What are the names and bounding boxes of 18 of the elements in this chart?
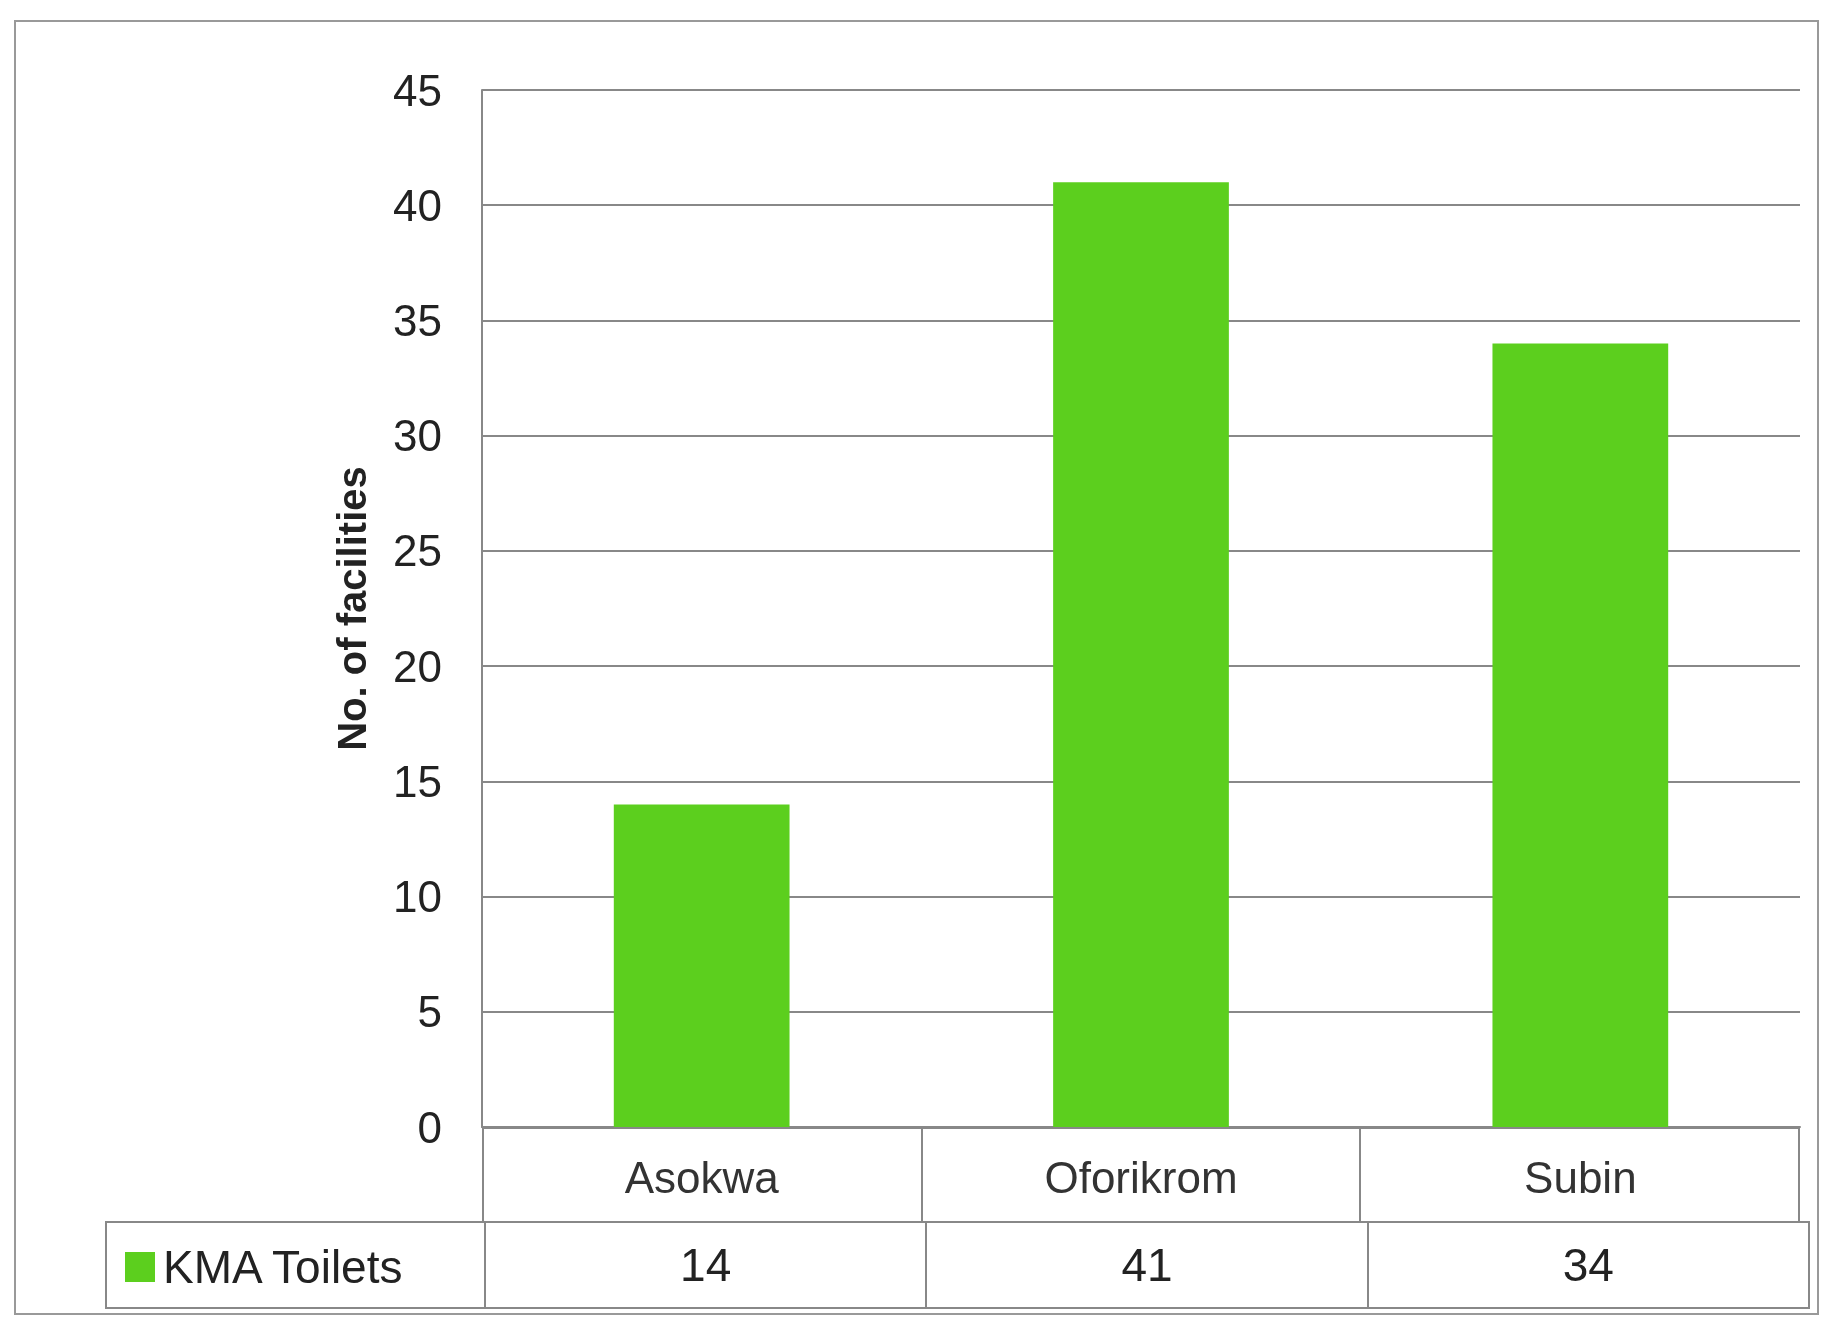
y-tick-label: 25 (393, 526, 442, 576)
y-tick-label: 15 (393, 756, 442, 806)
data-label: 41 (926, 1222, 1368, 1308)
legend-label: KMA Toilets (163, 1240, 403, 1293)
x-tick-label: Oforikrom (1044, 1152, 1238, 1202)
y-axis-title: No. of facilities (330, 466, 374, 751)
data-label: 34 (1367, 1222, 1809, 1308)
x-tick-label: Subin (1524, 1152, 1637, 1202)
y-tick-label: 45 (393, 65, 442, 115)
y-tick-label: 35 (393, 295, 442, 345)
y-tick-label: 0 (417, 1102, 442, 1152)
y-tick-label: 10 (393, 872, 442, 922)
y-tick-label: 40 (393, 180, 442, 230)
y-tick-label: 30 (393, 411, 442, 461)
data-label: 14 (485, 1222, 927, 1308)
y-tick-label: 20 (393, 641, 442, 691)
y-tick-label: 5 (417, 987, 442, 1037)
x-tick-label: Asokwa (624, 1152, 780, 1202)
